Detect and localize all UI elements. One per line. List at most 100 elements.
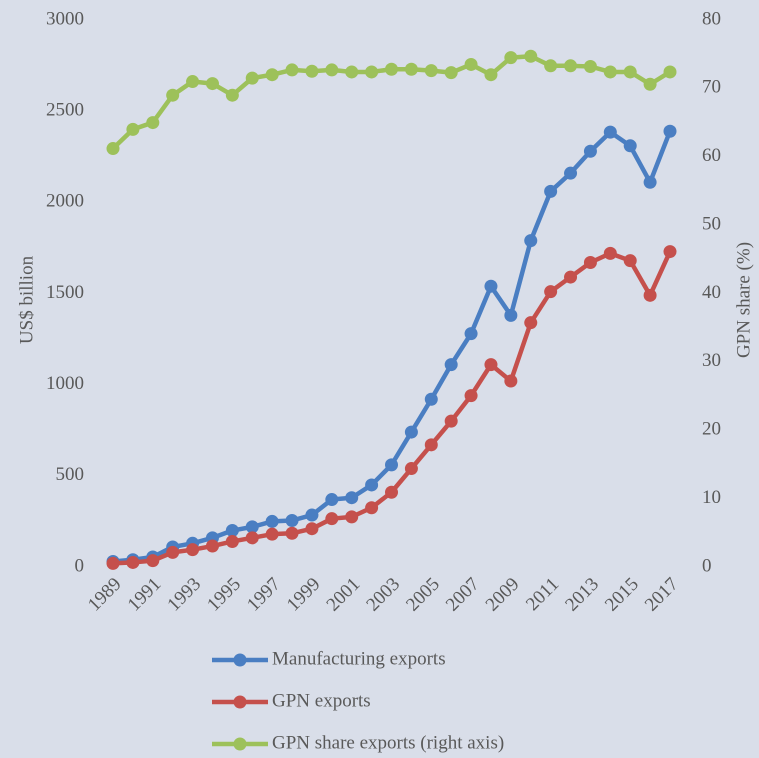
- point: [325, 493, 339, 507]
- point: [623, 139, 637, 153]
- point: [663, 65, 677, 79]
- legend-label: Manufacturing exports: [272, 648, 446, 669]
- point: [186, 75, 200, 89]
- x-tick-label: 2011: [522, 574, 563, 615]
- x-tick-label: 2009: [482, 574, 524, 616]
- point: [484, 358, 498, 372]
- point: [404, 62, 418, 76]
- point: [524, 234, 538, 248]
- point: [325, 63, 339, 77]
- point: [245, 520, 259, 534]
- x-tick-label: 1999: [283, 574, 325, 616]
- point: [365, 478, 379, 492]
- point: [484, 279, 498, 293]
- point: [285, 63, 299, 77]
- y2-tick-label: 0: [702, 555, 712, 576]
- point: [444, 414, 458, 428]
- y2-tick-label: 70: [702, 77, 721, 98]
- point: [663, 245, 677, 259]
- y2-tick-label: 10: [702, 487, 721, 508]
- y-tick-label: 3000: [46, 8, 84, 29]
- point: [544, 59, 558, 73]
- point: [186, 543, 200, 557]
- point: [245, 71, 259, 85]
- x-tick-label: 1995: [203, 574, 245, 616]
- y2-tick-label: 20: [702, 419, 721, 440]
- point: [345, 65, 359, 79]
- x-tick-label: 1997: [243, 574, 285, 616]
- y-tick-label: 2000: [46, 191, 84, 212]
- x-tick-label: 2001: [323, 574, 365, 616]
- point: [464, 57, 478, 71]
- y2-axis-label: GPN share (%): [733, 242, 754, 358]
- point: [146, 116, 160, 130]
- point: [424, 392, 438, 406]
- x-tick-label: 1989: [84, 574, 126, 616]
- point: [623, 65, 637, 79]
- y-tick-label: 1500: [46, 282, 84, 303]
- point: [524, 316, 538, 330]
- point: [484, 68, 498, 82]
- point: [365, 65, 379, 79]
- point: [404, 462, 418, 476]
- point: [464, 327, 478, 341]
- point: [205, 539, 219, 553]
- point: [603, 246, 617, 260]
- point: [524, 49, 538, 63]
- point: [146, 554, 160, 568]
- point: [126, 555, 140, 569]
- point: [345, 491, 359, 505]
- x-tick-label: 2007: [442, 574, 484, 616]
- y2-tick-label: 50: [702, 213, 721, 234]
- point: [305, 64, 319, 78]
- point: [583, 256, 597, 270]
- legend-label: GPN exports: [272, 690, 371, 711]
- point: [544, 285, 558, 299]
- point: [106, 142, 120, 156]
- legend-marker: [233, 695, 247, 709]
- legend-marker: [233, 653, 247, 667]
- point: [166, 88, 180, 102]
- x-tick-label: 2015: [601, 574, 643, 616]
- legend-label: GPN share exports (right axis): [272, 732, 504, 753]
- point: [444, 66, 458, 80]
- point: [424, 438, 438, 452]
- point: [564, 270, 578, 284]
- point: [603, 65, 617, 79]
- point: [444, 358, 458, 372]
- legend-marker: [233, 737, 247, 751]
- y-tick-label: 2500: [46, 100, 84, 121]
- point: [643, 77, 657, 91]
- y2-tick-label: 30: [702, 350, 721, 371]
- point: [265, 514, 279, 528]
- point: [345, 510, 359, 524]
- x-tick-label: 2005: [402, 574, 444, 616]
- point: [205, 77, 219, 91]
- point: [106, 556, 120, 570]
- point: [623, 254, 637, 268]
- point: [603, 125, 617, 139]
- point: [285, 526, 299, 540]
- x-tick-label: 2013: [561, 574, 603, 616]
- point: [404, 425, 418, 439]
- point: [385, 62, 398, 76]
- point: [305, 522, 319, 536]
- point: [663, 124, 677, 138]
- y2-tick-label: 60: [702, 145, 721, 166]
- point: [504, 308, 518, 322]
- y-tick-label: 1000: [46, 373, 84, 394]
- point: [126, 122, 140, 136]
- x-tick-label: 2003: [362, 574, 404, 616]
- point: [265, 68, 279, 82]
- point: [225, 524, 239, 538]
- point: [643, 175, 657, 189]
- y-tick-label: 500: [56, 464, 85, 485]
- x-tick-label: 1991: [124, 574, 166, 616]
- y-tick-label: 0: [75, 555, 85, 576]
- point: [166, 545, 180, 559]
- point: [464, 389, 478, 403]
- point: [643, 288, 657, 302]
- point: [544, 184, 558, 198]
- x-tick-label: 1993: [163, 574, 205, 616]
